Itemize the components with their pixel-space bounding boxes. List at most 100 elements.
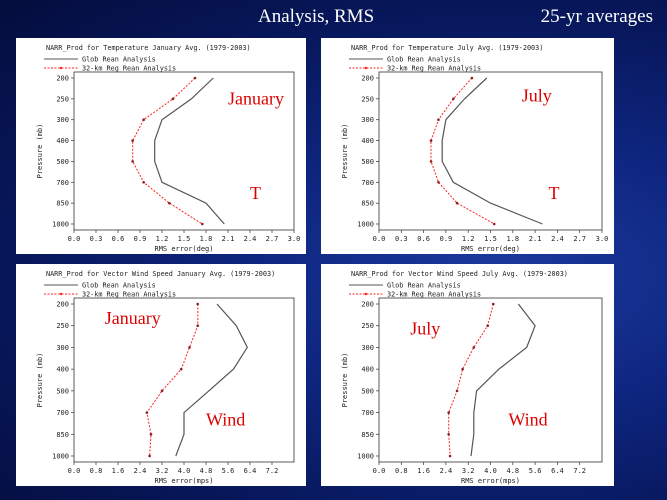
chart-title: NARR_Prod for Vector Wind Speed July Avg… xyxy=(351,270,568,278)
series-point-regional xyxy=(492,222,496,226)
overlay-label: January xyxy=(228,88,284,108)
series-point-regional xyxy=(188,346,191,349)
series-point-regional xyxy=(160,389,164,393)
series-point-regional xyxy=(168,201,171,205)
x-tick-label: 5.6 xyxy=(222,467,235,475)
series-line-glob xyxy=(441,77,543,225)
y-tick-label: 400 xyxy=(361,366,374,374)
legend-marker-regional xyxy=(59,292,63,296)
series-point-regional xyxy=(429,139,433,142)
x-tick-label: 3.2 xyxy=(462,467,475,475)
chart-svg: NARR_Prod for Temperature July Avg. (197… xyxy=(341,44,608,253)
x-tick-label: 7.2 xyxy=(573,467,586,475)
y-tick-label: 1000 xyxy=(52,453,69,461)
series-point-regional xyxy=(142,118,145,122)
series-point-regional xyxy=(131,139,134,142)
y-tick-label: 300 xyxy=(56,116,69,124)
overlay-label: Wind xyxy=(206,410,245,430)
series-point-regional xyxy=(201,222,204,226)
series-point-regional xyxy=(193,76,197,80)
x-axis-label: RMS error(deg) xyxy=(154,245,213,253)
series-line-glob xyxy=(470,303,536,457)
chart-svg: NARR_Prod for Vector Wind Speed January … xyxy=(36,270,295,485)
plot-frame xyxy=(378,71,603,231)
x-axis-label: RMS error(mps) xyxy=(461,477,520,485)
y-tick-label: 500 xyxy=(361,158,374,166)
series-point-regional xyxy=(429,160,433,163)
y-tick-label: 250 xyxy=(361,322,374,330)
x-tick-label: 0.6 xyxy=(417,235,430,243)
series-line-glob xyxy=(175,303,248,457)
y-tick-label: 700 xyxy=(56,179,69,187)
legend-marker-regional xyxy=(59,66,63,70)
y-axis-label: Pressure (mb) xyxy=(36,124,44,179)
series-point-regional xyxy=(148,454,151,458)
x-tick-label: 0.9 xyxy=(440,235,453,243)
x-tick-label: 2.1 xyxy=(222,235,235,243)
x-tick-label: 2.1 xyxy=(529,235,542,243)
series-point-regional xyxy=(145,411,149,414)
y-tick-label: 250 xyxy=(56,95,69,103)
x-tick-label: 0.0 xyxy=(373,467,386,475)
y-tick-label: 400 xyxy=(361,137,374,145)
y-tick-label: 700 xyxy=(56,409,69,417)
y-tick-label: 1000 xyxy=(357,221,374,229)
x-axis-label: RMS error(deg) xyxy=(461,245,520,253)
series-point-regional xyxy=(491,302,495,306)
x-tick-label: 2.4 xyxy=(440,467,453,475)
series-point-regional xyxy=(452,97,455,101)
y-tick-label: 500 xyxy=(56,158,69,166)
series-line-regional xyxy=(146,304,199,457)
series-point-regional xyxy=(437,118,440,122)
x-tick-label: 2.4 xyxy=(134,467,147,475)
y-axis-label: Pressure (mb) xyxy=(36,353,44,408)
x-tick-label: 0.0 xyxy=(373,235,386,243)
x-tick-label: 1.8 xyxy=(200,235,213,243)
y-tick-label: 1000 xyxy=(52,221,69,229)
x-tick-label: 1.5 xyxy=(178,235,191,243)
legend-label-glob: Glob Rean Analysis xyxy=(387,282,461,290)
x-tick-label: 2.4 xyxy=(244,235,257,243)
x-tick-label: 3.2 xyxy=(156,467,169,475)
y-tick-label: 700 xyxy=(361,409,374,417)
x-tick-label: 5.6 xyxy=(529,467,542,475)
y-tick-label: 1000 xyxy=(357,453,374,461)
series-point-regional xyxy=(179,367,183,371)
x-tick-label: 0.0 xyxy=(68,235,81,243)
series-point-regional xyxy=(472,346,476,349)
chart-title: NARR_Prod for Vector Wind Speed January … xyxy=(46,270,275,278)
y-tick-label: 850 xyxy=(56,200,69,208)
x-tick-label: 4.8 xyxy=(506,467,519,475)
x-tick-label: 3.0 xyxy=(288,235,301,243)
chart-svg: NARR_Prod for Vector Wind Speed July Avg… xyxy=(341,270,603,485)
legend-marker-regional xyxy=(364,66,368,70)
x-tick-label: 4.0 xyxy=(484,467,497,475)
y-axis-label: Pressure (mb) xyxy=(341,353,349,408)
y-tick-label: 850 xyxy=(56,431,69,439)
y-tick-label: 200 xyxy=(56,301,69,309)
x-tick-label: 4.8 xyxy=(200,467,213,475)
page-subtitle: 25-yr averages xyxy=(540,6,653,27)
legend-label-regional: 32-km Reg Rean Analysis xyxy=(82,291,176,299)
x-tick-label: 1.5 xyxy=(484,235,497,243)
overlay-label: July xyxy=(522,85,552,105)
legend-label-regional: 32-km Reg Rean Analysis xyxy=(387,291,481,299)
y-tick-label: 500 xyxy=(361,387,374,395)
overlay-label: Wind xyxy=(508,410,547,430)
legend-label-glob: Glob Rean Analysis xyxy=(387,56,461,64)
x-tick-label: 1.2 xyxy=(462,235,475,243)
x-tick-label: 0.8 xyxy=(90,467,103,475)
x-tick-label: 1.6 xyxy=(417,467,430,475)
page-title: Analysis, RMS xyxy=(258,6,375,27)
x-tick-label: 2.7 xyxy=(573,235,586,243)
chart-panel-temp-july: NARR_Prod for Temperature July Avg. (197… xyxy=(321,38,614,254)
series-line-regional xyxy=(132,77,203,225)
series-point-regional xyxy=(447,432,450,436)
x-tick-label: 0.9 xyxy=(134,235,147,243)
series-point-regional xyxy=(196,302,200,306)
series-point-regional xyxy=(437,180,440,184)
series-point-regional xyxy=(461,367,464,371)
x-tick-label: 0.0 xyxy=(68,467,81,475)
chart-panel-wind-january: NARR_Prod for Vector Wind Speed January … xyxy=(16,264,306,486)
series-point-regional xyxy=(142,180,145,184)
